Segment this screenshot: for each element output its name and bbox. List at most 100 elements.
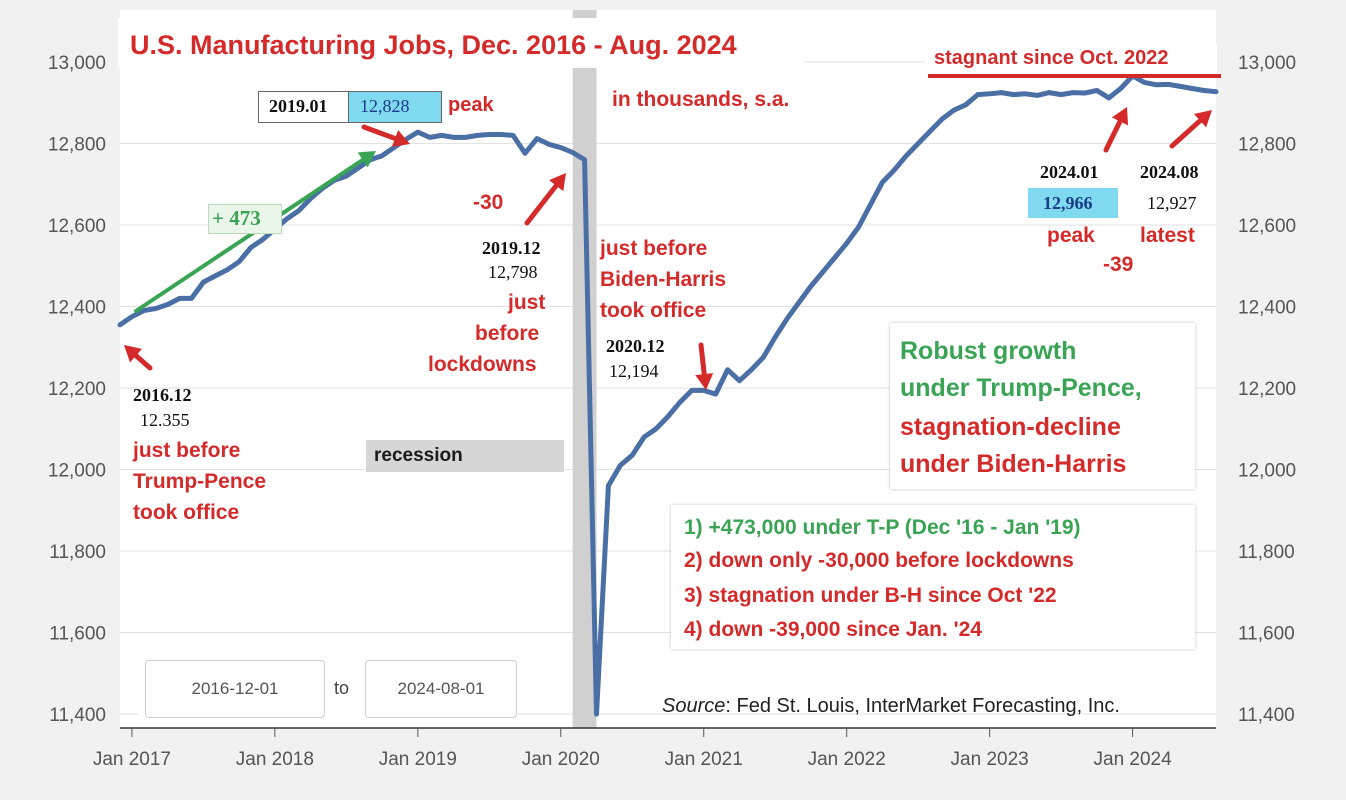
data-point — [345, 174, 348, 178]
peak1-arrow-shaft — [361, 124, 398, 141]
data-point — [428, 136, 431, 139]
drop1-label: -30 — [473, 191, 504, 214]
data-point — [452, 136, 455, 139]
data-point — [1071, 91, 1075, 94]
start-value: 12.355 — [140, 410, 190, 430]
data-point — [797, 301, 801, 304]
peak2-arrow-head — [1111, 107, 1129, 126]
gain-label-box — [208, 204, 282, 234]
data-point — [249, 246, 253, 249]
data-point — [762, 356, 765, 359]
title-background — [118, 18, 804, 68]
start-note-3: took office — [133, 501, 240, 524]
data-point — [488, 133, 491, 136]
drop2-label: -39 — [1103, 253, 1134, 276]
drop1-arrow-head — [549, 173, 566, 192]
y-tick-label-left: 12,400 — [48, 298, 106, 319]
prelock-note-3: lockdowns — [428, 353, 537, 376]
start-arrow-head — [124, 345, 142, 363]
data-point — [476, 134, 479, 137]
biden-date: 2020.12 — [606, 336, 665, 356]
data-point — [178, 297, 181, 300]
chart-subtitle: in thousands, s.a. — [612, 88, 790, 111]
y-tick-label-right: 13,000 — [1238, 53, 1296, 74]
start-arrow-shaft — [133, 353, 153, 371]
data-point — [130, 315, 134, 318]
data-point — [857, 225, 860, 229]
data-point — [166, 303, 169, 306]
source-note: Source: Fed St. Louis, InterMarket Forec… — [662, 695, 1120, 718]
data-point — [392, 146, 396, 149]
data-point — [237, 260, 241, 263]
data-point — [726, 368, 729, 371]
data-point — [952, 108, 956, 112]
y-tick-label-right: 11,400 — [1238, 705, 1295, 726]
start-note-1: just before — [133, 439, 241, 462]
points-box — [671, 505, 1195, 649]
biden-value: 12,194 — [609, 361, 659, 381]
data-point — [845, 242, 848, 245]
data-point — [583, 158, 586, 161]
data-point — [702, 389, 705, 392]
prelock-note-2: before — [475, 322, 540, 345]
data-point — [523, 152, 527, 155]
stagnant-underline — [928, 74, 1221, 78]
data-point — [1190, 87, 1194, 90]
data-point — [785, 317, 789, 320]
source-prefix: Source — [662, 695, 726, 717]
peak1-arrow-head — [391, 130, 410, 147]
range-from-input[interactable]: 2016-12-01 — [145, 660, 325, 718]
data-point — [357, 166, 360, 170]
point-3: 3) stagnation under B-H since Oct '22 — [684, 584, 1057, 607]
biden-note-3: took office — [600, 299, 707, 322]
data-point — [595, 712, 598, 716]
biden-arrow-head — [695, 373, 714, 390]
data-point — [190, 297, 193, 300]
data-point — [571, 151, 574, 154]
data-point — [297, 209, 300, 212]
data-point — [1179, 85, 1182, 88]
peak1-label: peak — [448, 94, 494, 116]
peak1-date: 2019.01 — [269, 96, 328, 116]
y-tick-label-right: 11,800 — [1238, 542, 1295, 563]
data-point — [964, 103, 968, 106]
data-point — [154, 307, 157, 310]
biden-note-2: Biden-Harris — [600, 268, 727, 291]
chart-title: U.S. Manufacturing Jobs, Dec. 2016 - Aug… — [130, 30, 737, 60]
recession-label-box — [366, 440, 564, 472]
data-point — [1214, 90, 1218, 93]
data-point — [380, 154, 384, 157]
y-tick-label-left: 13,000 — [48, 53, 106, 74]
summary-line-2: under Trump-Pence, — [900, 374, 1142, 402]
data-point — [464, 136, 467, 139]
y-tick-label-right: 12,200 — [1238, 379, 1296, 400]
data-point — [202, 280, 205, 284]
data-point — [928, 130, 932, 133]
y-tick-label-left: 12,600 — [48, 216, 106, 237]
x-tick-label: Jan 2020 — [522, 749, 600, 770]
data-point — [893, 168, 896, 172]
summary-box — [890, 323, 1195, 489]
prelock-date: 2019.12 — [482, 238, 541, 258]
data-point — [905, 154, 908, 157]
data-point — [940, 117, 944, 121]
range-to-input[interactable]: 2024-08-01 — [365, 660, 517, 718]
data-point — [559, 146, 562, 149]
data-point — [226, 268, 229, 272]
data-point — [1059, 93, 1063, 96]
start-date: 2016.12 — [133, 385, 192, 405]
latest-arrow-shaft — [1169, 118, 1203, 149]
x-tick-label: Jan 2018 — [236, 749, 314, 770]
x-tick-label: Jan 2023 — [951, 749, 1029, 770]
y-tick-label-right: 12,800 — [1238, 135, 1296, 156]
gain-arrow-shaft — [134, 157, 365, 313]
data-point — [142, 309, 146, 312]
prelock-note-1: just — [508, 291, 546, 314]
data-point — [750, 368, 753, 371]
y-tick-label-left: 11,400 — [49, 705, 106, 726]
data-point — [416, 130, 420, 134]
data-point — [642, 435, 646, 439]
recession-label: recession — [374, 445, 463, 466]
data-point — [547, 143, 551, 146]
peak2-label: peak — [1047, 224, 1095, 247]
